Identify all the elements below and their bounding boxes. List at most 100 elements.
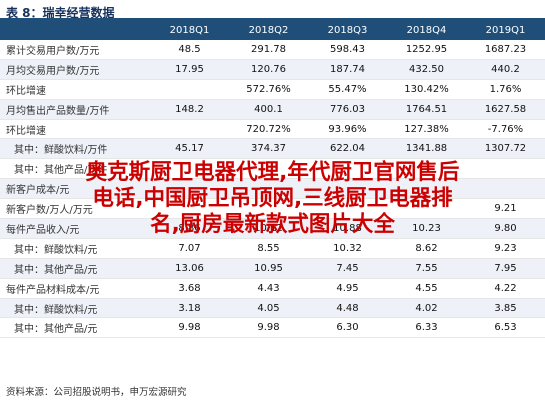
- table-cell: 9.80: [466, 218, 545, 239]
- table-cell: 48.5: [150, 40, 229, 60]
- table-cell: [150, 178, 229, 200]
- table-cell: 7.95: [466, 258, 545, 279]
- table-cell: 9.23: [466, 238, 545, 259]
- table-cell: 374.37: [229, 138, 308, 160]
- row-label: 其中：鲜酸饮料/元: [0, 298, 150, 319]
- table-cell: 93.96%: [308, 119, 387, 140]
- table-cell: 10.88: [308, 218, 387, 239]
- row-label: 新客户成本/元: [0, 178, 150, 200]
- table-body: 累计交易用户数/万元 48.5 291.78 598.43 1252.95 1687.23…: [0, 40, 545, 339]
- row-label: 每件产品收入/元: [0, 218, 150, 239]
- column-header: 2018Q4: [387, 20, 466, 40]
- table-cell: 148.2: [150, 99, 229, 120]
- table-cell: 120.76: [229, 59, 308, 80]
- table-cell: 1627.58: [466, 99, 545, 120]
- table-cell: 3.18: [150, 298, 229, 319]
- title-divider: [0, 18, 545, 20]
- table-cell: 8.62: [387, 238, 466, 259]
- table-cell: [150, 198, 229, 220]
- table-cell: 4.05: [229, 298, 308, 319]
- table-cell: 9.21: [466, 198, 545, 220]
- table-cell: 622.04: [308, 138, 387, 160]
- table-cell: 598.43: [308, 40, 387, 60]
- table-cell: 6.30: [308, 317, 387, 339]
- table-cell: [387, 158, 466, 180]
- table-row: 每件产品材料成本/元 3.68 4.43 4.95 4.55 4.22: [0, 278, 545, 299]
- column-header: 2019Q1: [466, 20, 545, 40]
- table-cell: [387, 198, 466, 220]
- table-cell: 7.07: [150, 238, 229, 259]
- table-cell: 8.86: [150, 218, 229, 239]
- row-label: 累计交易用户数/万元: [0, 40, 150, 60]
- table-cell: 45.17: [150, 138, 229, 160]
- column-header: 2018Q2: [229, 20, 308, 40]
- row-label: 其中：其他产品/元: [0, 317, 150, 339]
- table-cell: 17.95: [150, 59, 229, 80]
- table-cell: 3.68: [150, 278, 229, 299]
- table-cell: 1764.51: [387, 99, 466, 120]
- table-cell: [308, 158, 387, 180]
- row-label: 每件产品材料成本/元: [0, 278, 150, 299]
- table-cell: 4.43: [229, 278, 308, 299]
- table-cell: 7.55: [387, 258, 466, 279]
- row-label: 新客户数/万人/万元: [0, 198, 150, 220]
- source-note: 资料来源：公司招股说明书，申万宏源研究: [6, 387, 187, 398]
- table-cell: 9.98: [229, 317, 308, 339]
- table-cell: 1341.88: [387, 138, 466, 160]
- table-cell: [466, 158, 545, 180]
- table-cell: 6.33: [387, 317, 466, 339]
- table-cell: [229, 158, 308, 180]
- table-row: 其中：鲜酸饮料/元 3.18 4.05 4.48 4.02 3.85: [0, 298, 545, 319]
- table-cell: 10.23: [387, 218, 466, 239]
- row-label: 其中：其他产品/元: [0, 258, 150, 279]
- table-cell: 55.47%: [308, 79, 387, 100]
- table-cell: 4.48: [308, 298, 387, 319]
- table-row: 其中：其他产品/万件: [0, 158, 545, 180]
- table-cell: [308, 178, 387, 200]
- row-label: 其中：鲜酸饮料/元: [0, 238, 150, 259]
- table-row: 月均售出产品数量/万件 148.2 400.1 776.03 1764.51 1627.5…: [0, 99, 545, 120]
- table-row: 其中：其他产品/元 9.98 9.98 6.30 6.33 6.53: [0, 317, 545, 339]
- table-row: 其中：其他产品/元 13.06 10.95 7.45 7.55 7.95: [0, 258, 545, 279]
- column-header: 2018Q1: [150, 20, 229, 40]
- table-row: 新客户数/万人/万元 9.21: [0, 198, 545, 220]
- overlay-watermark-text: 奥克斯厨卫电器代理,年代厨卫官网售后 电话,中国厨卫吊顶网,三线厨卫电器排 名,…: [0, 160, 545, 238]
- table-cell: 400.1: [229, 99, 308, 120]
- table-cell: -7.76%: [466, 119, 545, 140]
- table-row: 其中：鲜酸饮料/元 7.07 8.55 10.32 8.62 9.23: [0, 238, 545, 259]
- overlay-line: 电话,中国厨卫吊顶网,三线厨卫电器排: [92, 186, 453, 211]
- table-cell: [466, 178, 545, 200]
- table-cell: 1687.23: [466, 40, 545, 60]
- overlay-line: 奥克斯厨卫电器代理,年代厨卫官网售后: [85, 160, 460, 185]
- table-cell: 4.95: [308, 278, 387, 299]
- table-cell: 776.03: [308, 99, 387, 120]
- row-label: 环比增速: [0, 79, 150, 100]
- table-cell: 10.95: [229, 258, 308, 279]
- table-cell: [150, 119, 229, 140]
- table-cell: 10.32: [308, 238, 387, 259]
- row-label: 环比增速: [0, 119, 150, 140]
- table-row: 其中：鲜酸饮料/万件 45.17 374.37 622.04 1341.88 1307.7…: [0, 138, 545, 160]
- table-cell: 7.45: [308, 258, 387, 279]
- table-cell: 13.06: [150, 258, 229, 279]
- table-cell: 9.98: [150, 317, 229, 339]
- row-label: 其中：其他产品/万件: [0, 158, 150, 180]
- table-cell: [229, 178, 308, 200]
- table-cell: 432.50: [387, 59, 466, 80]
- table-cell: [387, 178, 466, 200]
- table-cell: 440.2: [466, 59, 545, 80]
- table-cell: 1307.72: [466, 138, 545, 160]
- table-row: 每件产品收入/元 8.86 10.12 10.88 10.23 9.80: [0, 218, 545, 239]
- column-header: 2018Q3: [308, 20, 387, 40]
- table-cell: 4.02: [387, 298, 466, 319]
- table-cell: 4.22: [466, 278, 545, 299]
- row-label: 月均售出产品数量/万件: [0, 99, 150, 120]
- table-row: 新客户成本/元: [0, 178, 545, 200]
- table-cell: 720.72%: [229, 119, 308, 140]
- table-cell: [150, 158, 229, 180]
- table-cell: 1.76%: [466, 79, 545, 100]
- table-cell: 6.53: [466, 317, 545, 339]
- table-cell: 127.38%: [387, 119, 466, 140]
- table-row: 累计交易用户数/万元 48.5 291.78 598.43 1252.95 1687.23: [0, 40, 545, 60]
- table-cell: 3.85: [466, 298, 545, 319]
